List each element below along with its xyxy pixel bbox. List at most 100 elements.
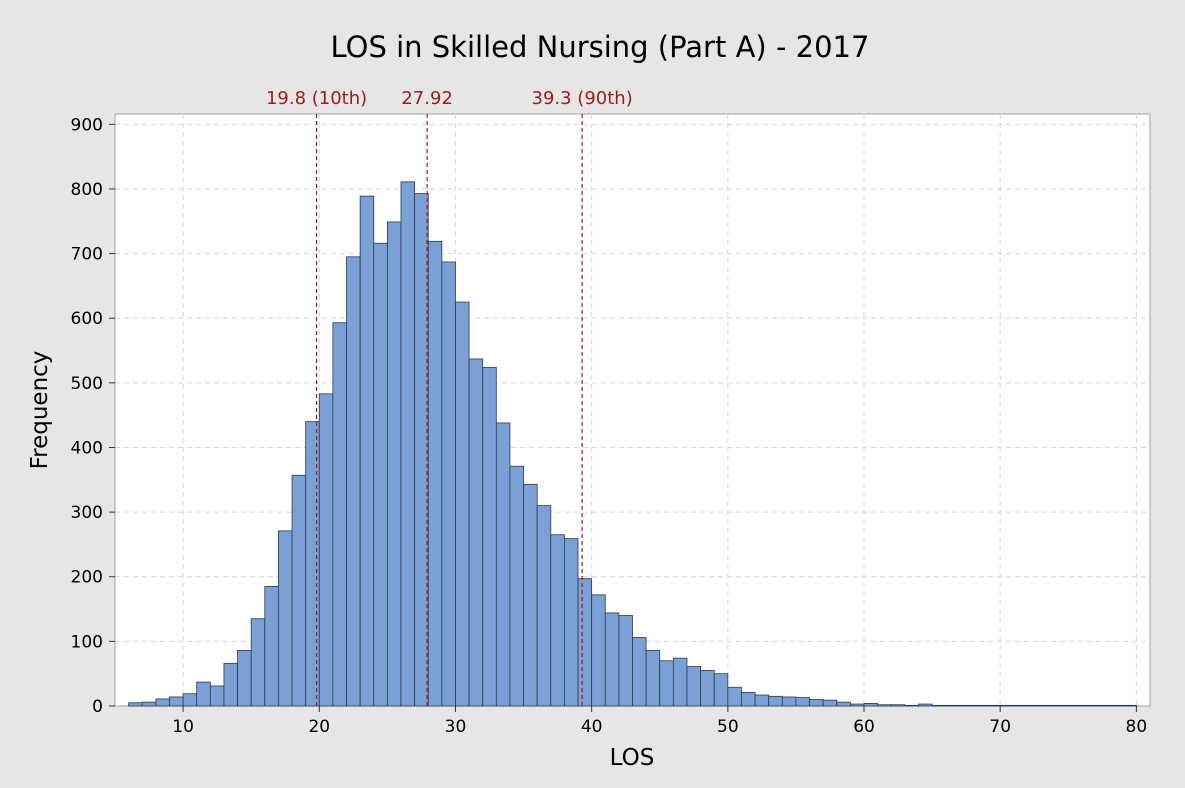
histogram-bar	[999, 704, 1015, 707]
x-axis-label: LOS	[610, 745, 655, 771]
histogram-bar	[237, 650, 252, 707]
histogram-bar	[713, 673, 729, 707]
histogram-bar	[278, 530, 293, 707]
histogram-bar	[618, 615, 633, 707]
y-tick-label: 300	[71, 503, 103, 523]
y-tick-label: 400	[71, 438, 103, 458]
histogram-bars	[128, 181, 1137, 707]
histogram-bar	[604, 612, 620, 707]
reference-lines: 19.8 (10th) 27.92 39.3 (90th)	[266, 88, 633, 706]
histogram-bar	[1013, 704, 1028, 707]
histogram-bar	[659, 660, 674, 707]
histogram-bar	[346, 256, 361, 707]
histogram-bar	[727, 686, 742, 707]
histogram-bar	[141, 701, 157, 707]
x-tick-label: 80	[1126, 717, 1148, 737]
x-tick-label: 10	[172, 717, 194, 737]
y-axis-label: Frequency	[27, 351, 53, 470]
x-tick-label: 40	[581, 717, 603, 737]
histogram-bar	[577, 578, 593, 707]
histogram-bar	[958, 704, 974, 707]
histogram-bar	[318, 393, 334, 707]
histogram-bar	[904, 704, 919, 707]
histogram-bar	[1122, 704, 1137, 707]
histogram-bar	[264, 586, 279, 707]
histogram-bar	[972, 704, 987, 707]
y-tick-label: 500	[71, 374, 103, 394]
histogram-bar	[482, 366, 497, 707]
histogram-bar	[250, 618, 266, 707]
histogram-bar	[809, 699, 824, 707]
histogram-bar	[1067, 704, 1083, 707]
reference-line-label: 39.3 (90th)	[532, 88, 633, 109]
histogram-bar	[332, 322, 347, 707]
histogram-bar	[455, 301, 470, 707]
histogram-bar	[209, 685, 225, 707]
histogram-bar	[386, 221, 402, 707]
histogram-bar	[686, 666, 701, 707]
histogram-bar	[890, 704, 906, 707]
y-tick-label: 800	[71, 180, 103, 200]
histogram-bar	[822, 699, 838, 707]
x-tick-label: 70	[989, 717, 1011, 737]
histogram-bar	[1095, 704, 1110, 707]
histogram-bar	[591, 594, 606, 707]
histogram-bar	[441, 261, 456, 707]
histogram-bar	[741, 692, 756, 707]
histogram-bar	[427, 240, 443, 707]
histogram-bar	[849, 703, 865, 707]
y-tick-label: 100	[71, 632, 103, 652]
histogram-bar	[400, 181, 416, 707]
histogram-bar	[128, 702, 143, 707]
histogram-bar	[291, 474, 307, 707]
histogram-bar	[373, 242, 388, 707]
histogram-bar	[632, 637, 647, 707]
histogram-bar	[918, 703, 933, 707]
histogram-bar	[863, 703, 879, 707]
histogram-bar	[1108, 704, 1124, 707]
y-tick-label: 0	[92, 697, 103, 717]
histogram-bar	[550, 534, 565, 707]
chart-title: LOS in Skilled Nursing (Part A) - 2017	[331, 30, 870, 64]
histogram-bar	[468, 358, 484, 707]
histogram-bar	[305, 421, 320, 707]
histogram-bar	[196, 681, 211, 707]
reference-line-label: 19.8 (10th)	[266, 88, 367, 109]
histogram-bar	[1040, 704, 1056, 707]
histogram-bar	[223, 662, 238, 707]
histogram-bar	[795, 697, 810, 707]
histogram-bar	[700, 670, 715, 707]
histogram-bar	[155, 698, 170, 707]
x-tick-label: 20	[308, 717, 330, 737]
histogram-bar	[781, 696, 797, 707]
histogram-bar	[931, 704, 947, 707]
histogram-bar	[645, 650, 661, 707]
histogram-bar	[672, 657, 688, 707]
histogram-bar	[768, 695, 783, 707]
histogram-bar	[1081, 704, 1096, 707]
reference-line-label: 27.92	[401, 88, 453, 109]
y-tick-label: 900	[71, 115, 103, 135]
histogram-bar	[564, 538, 579, 707]
histogram-bar	[414, 193, 429, 707]
x-tick-label: 60	[853, 717, 875, 737]
histogram-bar	[182, 693, 198, 707]
axes: 10 20 30 40 50 60 70 80010020030040050060070080…	[71, 115, 1148, 737]
y-tick-label: 600	[71, 309, 103, 329]
histogram-bar	[536, 505, 552, 707]
histogram-bar	[523, 483, 538, 707]
histogram-bar	[359, 195, 375, 707]
x-tick-label: 30	[445, 717, 467, 737]
histogram-bar	[495, 422, 511, 707]
y-tick-label: 200	[71, 568, 103, 588]
histogram-bar	[1054, 704, 1069, 707]
histogram-bar	[509, 465, 524, 707]
histogram-bar	[836, 701, 851, 707]
histogram-bar	[169, 696, 184, 707]
y-tick-label: 700	[71, 245, 103, 265]
histogram-bar	[986, 704, 1001, 707]
x-tick-label: 50	[717, 717, 739, 737]
histogram-bar	[754, 694, 770, 707]
